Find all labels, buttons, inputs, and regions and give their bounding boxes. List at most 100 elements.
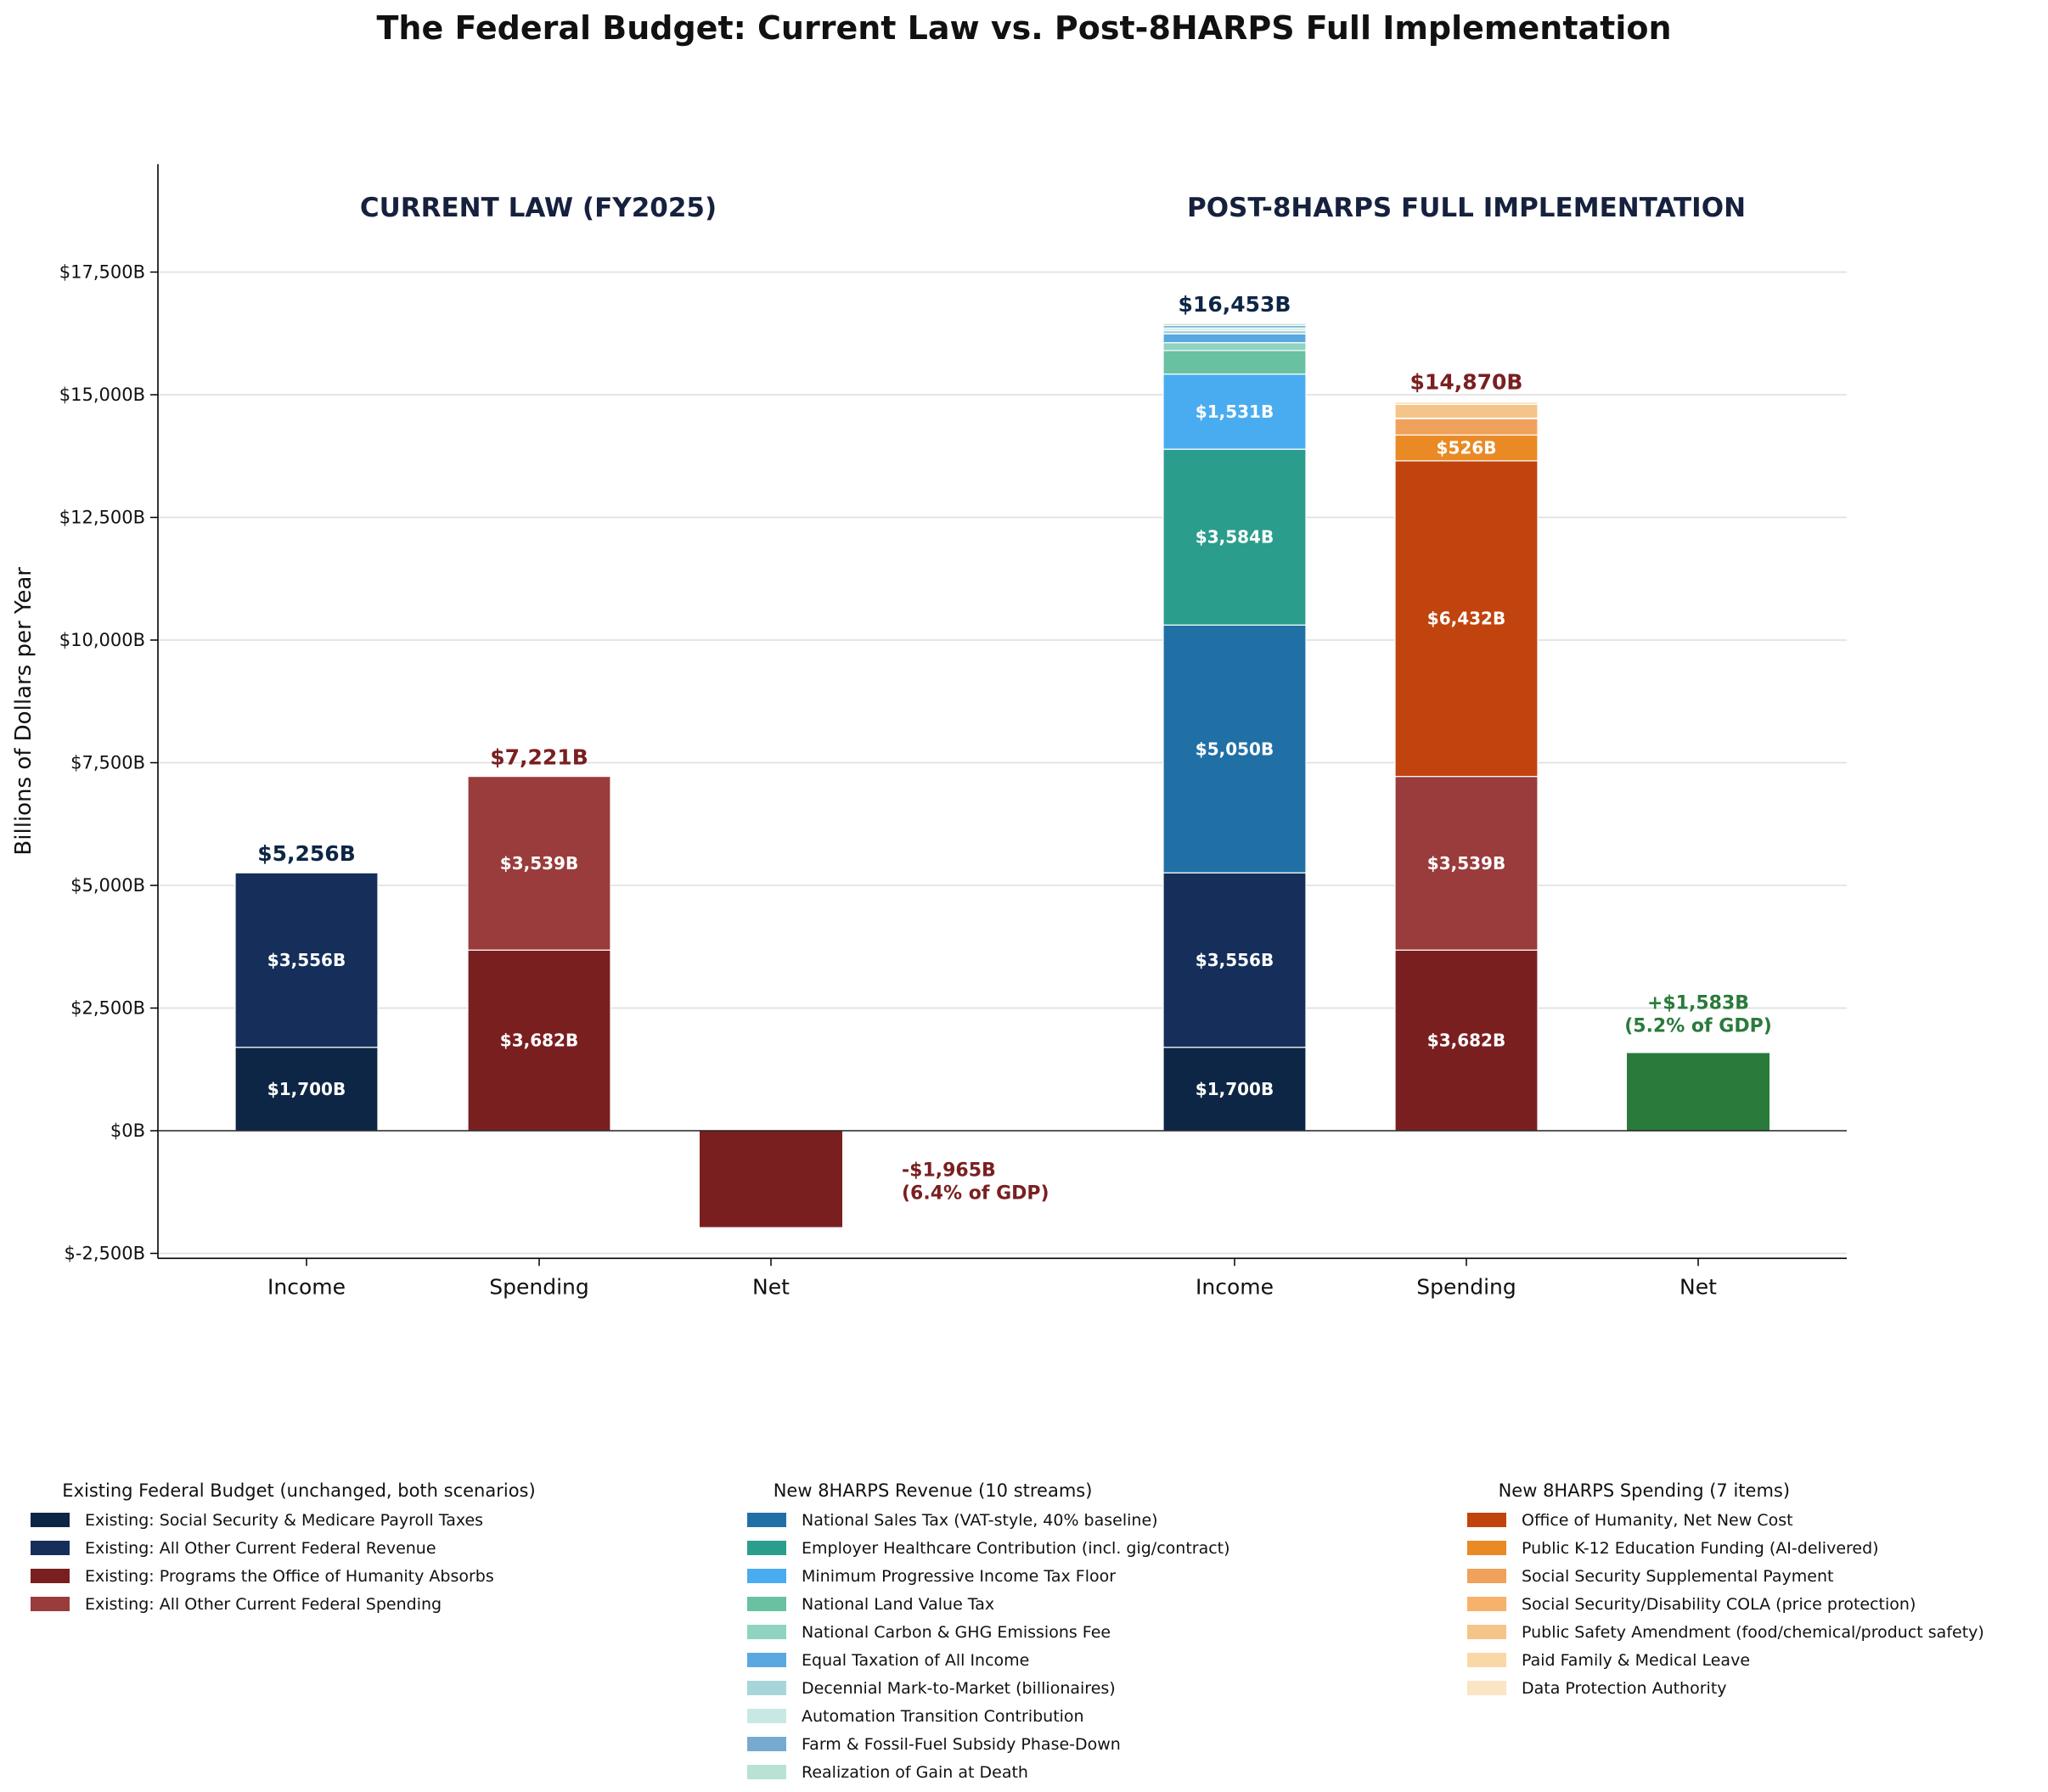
bar-segment <box>1162 350 1307 375</box>
legend-label: Employer Healthcare Contribution (incl. … <box>802 1538 1230 1558</box>
y-tick-label: $7,500B <box>70 753 145 773</box>
bar-segment <box>1162 333 1307 344</box>
bar-segment <box>467 949 611 1132</box>
chart-title: The Federal Budget: Current Law vs. Post… <box>376 9 1671 47</box>
legend-item: Existing: All Other Current Federal Reve… <box>31 1534 536 1562</box>
y-tick-label: $10,000B <box>59 630 145 650</box>
legend-label: Public Safety Amendment (food/chemical/p… <box>1522 1622 1984 1642</box>
legend-item: National Sales Tax (VAT-style, 40% basel… <box>747 1506 1230 1534</box>
legend-label: National Carbon & GHG Emissions Fee <box>802 1622 1111 1642</box>
legend-swatch <box>31 1597 70 1611</box>
legend-label: Automation Transition Contribution <box>802 1706 1084 1726</box>
net-bar <box>700 1131 842 1227</box>
legend-swatch <box>31 1513 70 1527</box>
legend-group: New 8HARPS Revenue (10 streams) National … <box>747 1480 1230 1786</box>
bar-segment <box>1394 418 1539 436</box>
legend-label: Minimum Progressive Income Tax Floor <box>802 1566 1117 1586</box>
segment-value-label: $526B <box>1437 438 1497 458</box>
segment-value-label: $1,531B <box>1196 402 1274 422</box>
bar-total-label: $5,256B <box>257 841 356 866</box>
legend-item: Existing: Programs the Office of Humanit… <box>31 1562 536 1590</box>
segment-value-label: $3,556B <box>267 950 346 970</box>
legend-item: Existing: Social Security & Medicare Pay… <box>31 1506 536 1534</box>
legend-group-title: Existing Federal Budget (unchanged, both… <box>62 1480 536 1501</box>
bar-segment <box>1162 342 1307 351</box>
bar-total-label: $7,221B <box>490 745 588 770</box>
x-tick-label: Income <box>1196 1274 1274 1299</box>
legend-item: Automation Transition Contribution <box>747 1702 1230 1730</box>
segment-value-label: $3,539B <box>500 853 578 874</box>
legend-item: Minimum Progressive Income Tax Floor <box>747 1562 1230 1590</box>
legend-item: Existing: All Other Current Federal Spen… <box>31 1590 536 1618</box>
legend-item: National Land Value Tax <box>747 1590 1230 1618</box>
x-tick-label: Income <box>267 1274 346 1299</box>
bars <box>234 323 1769 1227</box>
legend-swatch <box>747 1653 786 1667</box>
legend-swatch <box>1467 1625 1506 1639</box>
net-value-label: +$1,583B <box>1647 993 1749 1014</box>
segment-value-label: $3,584B <box>1196 527 1274 548</box>
bar-segment <box>1162 624 1307 874</box>
legend-item: Public Safety Amendment (food/chemical/p… <box>1467 1618 1984 1646</box>
axes: $-2,500B $0B $2,500B $5,000B $7,500B $10,000B… <box>11 164 1847 1299</box>
legend-label: Public K-12 Education Funding (AI-delive… <box>1522 1538 1879 1558</box>
x-tick-label: Net <box>752 1274 790 1299</box>
legend-item: Data Protection Authority <box>1467 1674 1984 1702</box>
legend-label: National Sales Tax (VAT-style, 40% basel… <box>802 1510 1158 1530</box>
legend-label: Social Security Supplemental Payment <box>1522 1566 1834 1586</box>
bar-segment <box>1162 329 1307 334</box>
legend-swatch <box>1467 1513 1506 1527</box>
bar-segment <box>1394 403 1539 419</box>
net-percent-label: (6.4% of GDP) <box>902 1183 1049 1205</box>
legend-label: Data Protection Authority <box>1522 1678 1727 1698</box>
legend-label: Existing: All Other Current Federal Reve… <box>85 1538 436 1558</box>
legend-swatch <box>31 1569 70 1583</box>
legend-item: Equal Taxation of All Income <box>747 1646 1230 1674</box>
bar-segment <box>1162 374 1307 450</box>
scenario-heading: CURRENT LAW (FY2025) <box>360 193 717 223</box>
segment-value-label: $3,556B <box>1196 950 1274 970</box>
legend-label: Office of Humanity, Net New Cost <box>1522 1510 1793 1530</box>
net-percent-label: (5.2% of GDP) <box>1624 1016 1772 1037</box>
y-tick-label: $0B <box>110 1121 145 1141</box>
x-tick-label: Spending <box>1416 1274 1516 1299</box>
legend-swatch <box>747 1513 786 1527</box>
legend-swatch <box>1467 1653 1506 1667</box>
legend-item: Social Security Supplemental Payment <box>1467 1562 1984 1590</box>
legend-label: Social Security/Disability COLA (price p… <box>1522 1594 1916 1614</box>
legend-item: Paid Family & Medical Leave <box>1467 1646 1984 1674</box>
legend-swatch <box>747 1765 786 1779</box>
segment-value-label: $5,050B <box>1196 739 1274 759</box>
legend-label: Farm & Fossil-Fuel Subsidy Phase-Down <box>802 1734 1121 1754</box>
legend-label: Existing: All Other Current Federal Spen… <box>85 1594 442 1614</box>
legend-group: Existing Federal Budget (unchanged, both… <box>31 1480 536 1618</box>
legend-swatch <box>747 1597 786 1611</box>
legend-swatch <box>747 1541 786 1555</box>
bar-total-label: $14,870B <box>1410 370 1523 395</box>
legend-label: Equal Taxation of All Income <box>802 1650 1030 1670</box>
bar-segment <box>1394 949 1539 1132</box>
net-value-label: -$1,965B <box>902 1160 996 1182</box>
legend-item: Decennial Mark-to-Market (billionaires) <box>747 1674 1230 1702</box>
legend-swatch <box>1467 1541 1506 1555</box>
y-tick-label: $-2,500B <box>65 1244 145 1264</box>
net-bar <box>1627 1053 1769 1131</box>
bar-segment <box>467 776 611 951</box>
bar-labels: CURRENT LAW (FY2025) $1,700B $3,556B $5,256… <box>257 193 1772 1205</box>
legend-item: Office of Humanity, Net New Cost <box>1467 1506 1984 1534</box>
y-tick-label: $2,500B <box>70 998 145 1019</box>
segment-value-label: $3,682B <box>500 1031 578 1051</box>
legend-swatch <box>747 1709 786 1723</box>
legend-label: National Land Value Tax <box>802 1594 995 1614</box>
scenario-heading: POST-8HARPS FULL IMPLEMENTATION <box>1187 193 1746 223</box>
bar-total-label: $16,453B <box>1179 292 1291 317</box>
y-tick-label: $5,000B <box>70 875 145 896</box>
legend-swatch <box>1467 1569 1506 1583</box>
gridlines <box>158 271 1847 1255</box>
bar-segment <box>1394 460 1539 778</box>
legend-group-title: New 8HARPS Spending (7 items) <box>1498 1480 1791 1501</box>
legend-item: Realization of Gain at Death <box>747 1758 1230 1786</box>
bar-segment <box>234 1047 379 1132</box>
legend-swatch <box>31 1541 70 1555</box>
legend-item: Social Security/Disability COLA (price p… <box>1467 1590 1984 1618</box>
